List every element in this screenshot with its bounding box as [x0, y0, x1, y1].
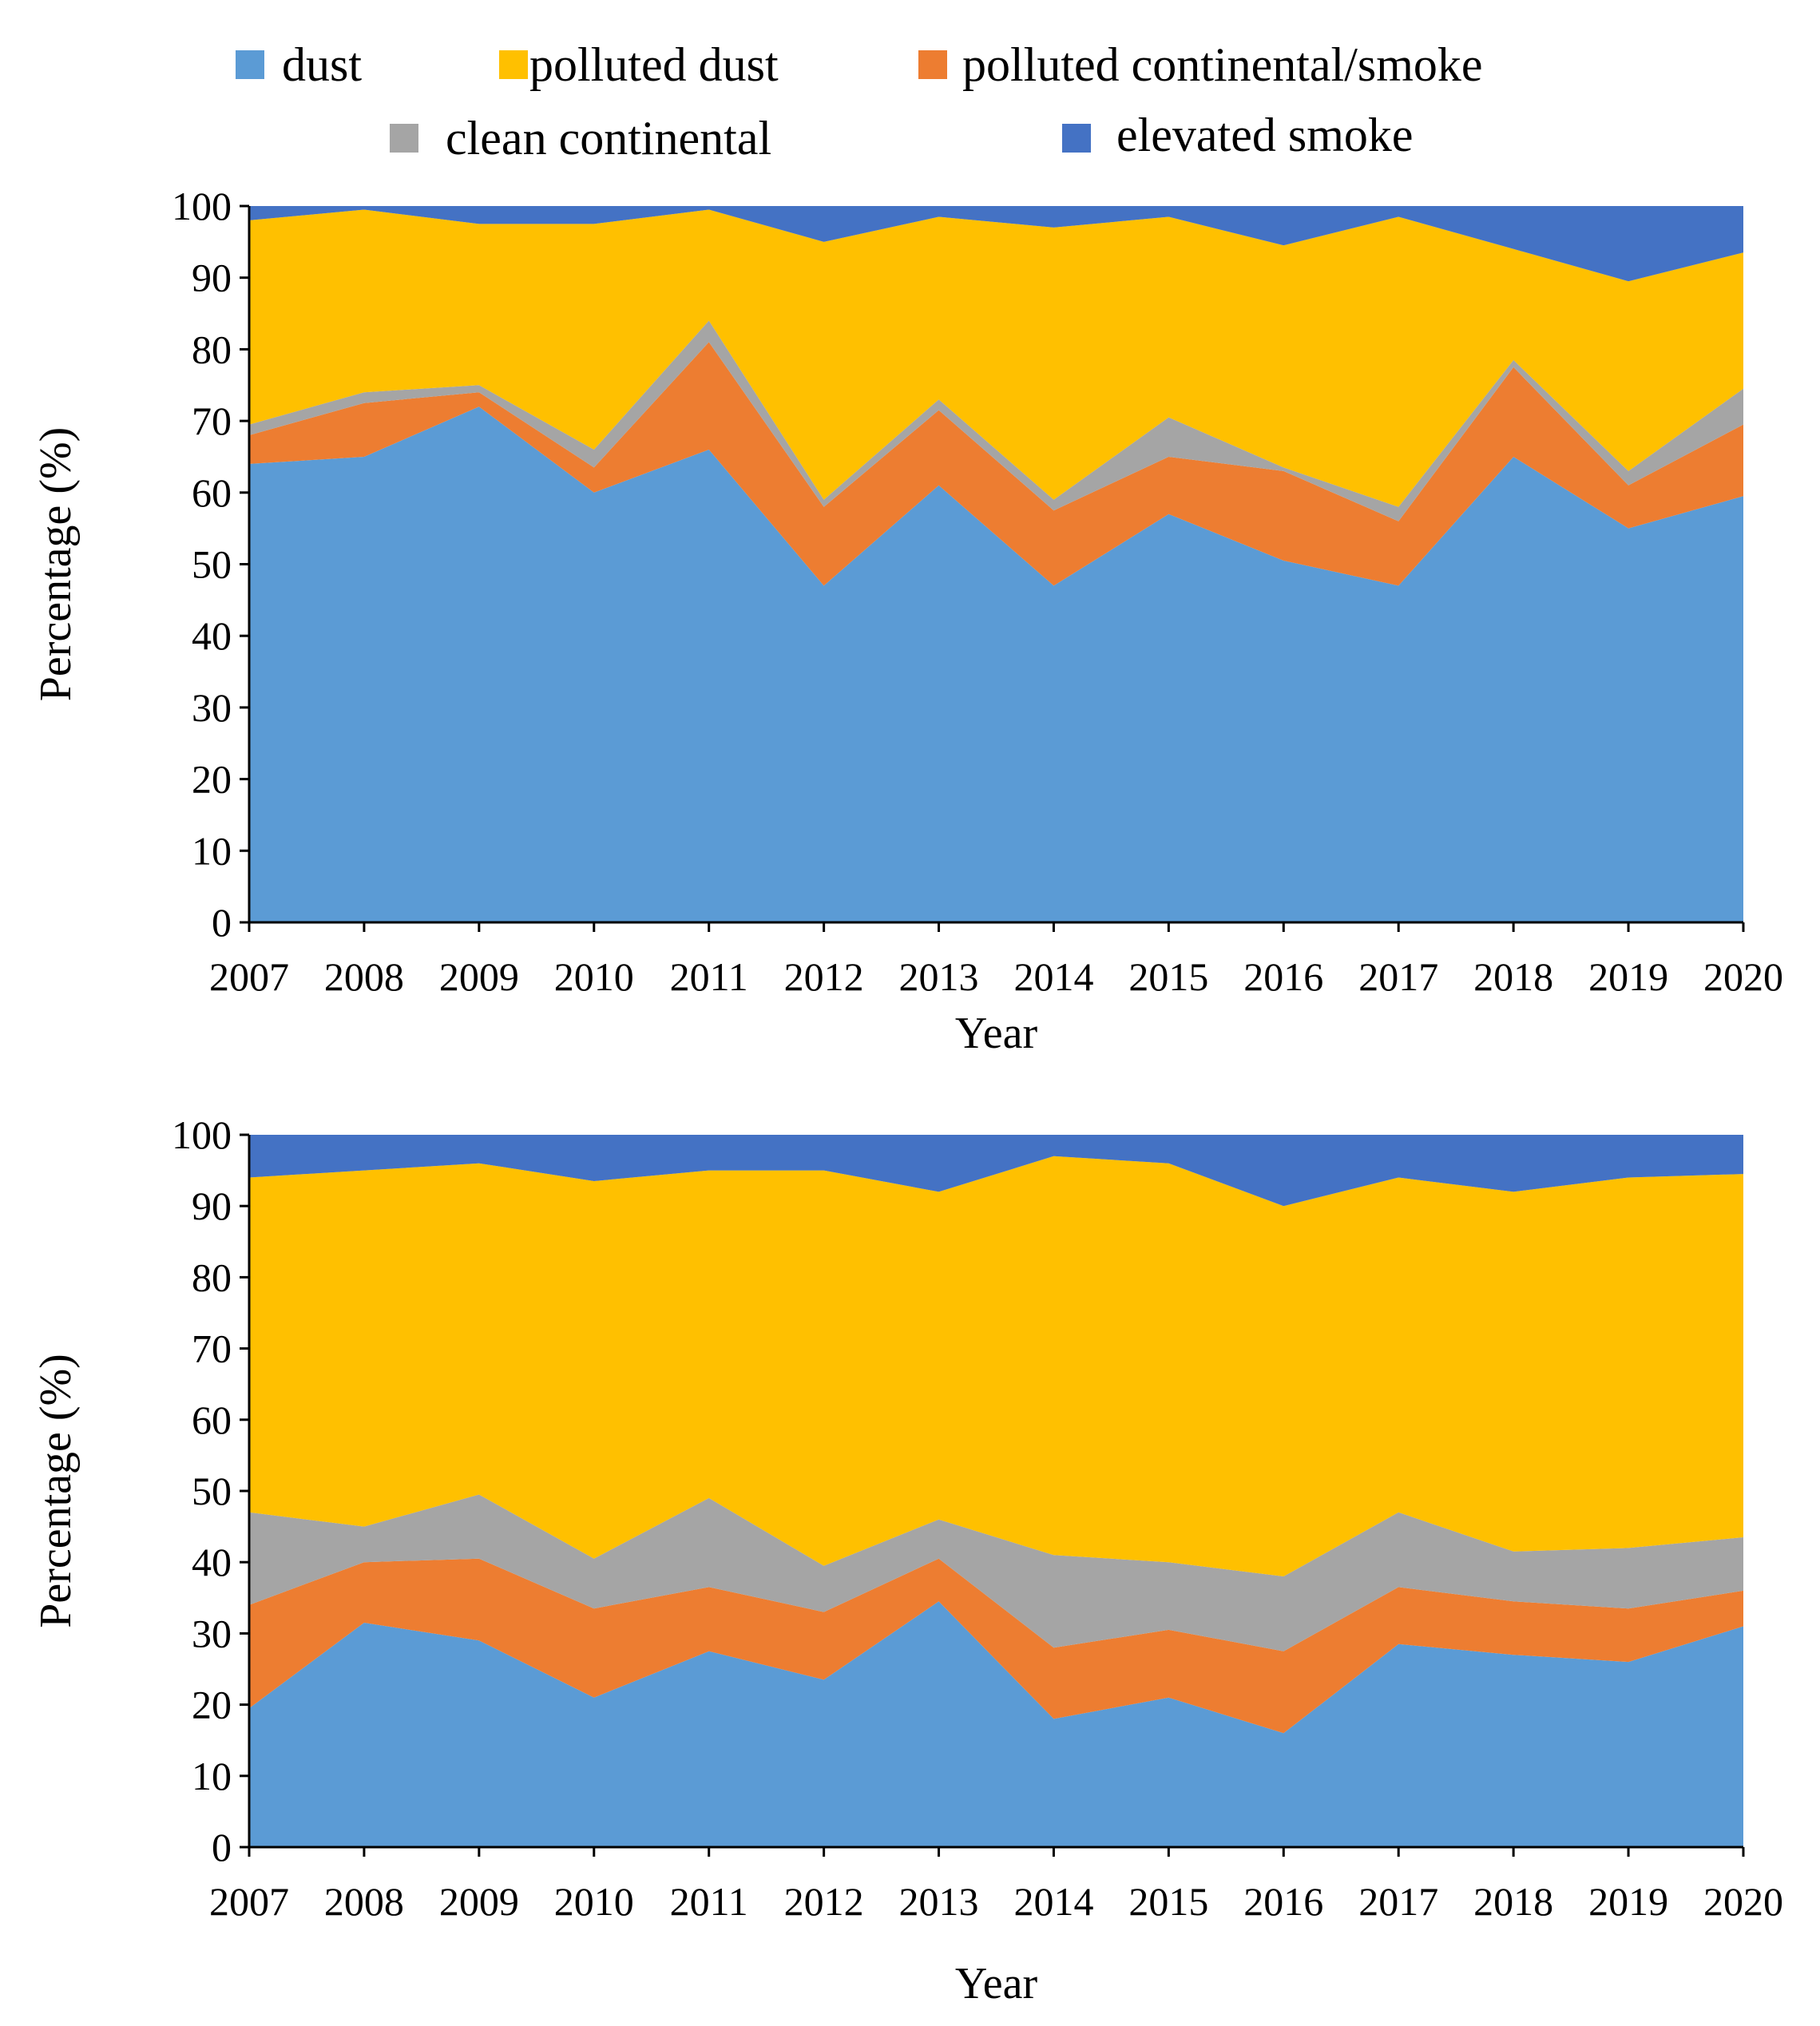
y-tick-label: 30: [192, 1611, 232, 1655]
x-tick-label: 2013: [899, 954, 979, 999]
x-tick-label: 2017: [1358, 1879, 1438, 1924]
legend-label-polluted-continental-smoke: polluted continental/smoke: [962, 38, 1483, 91]
y-tick-label: 20: [192, 757, 232, 802]
x-tick-label: 2018: [1473, 954, 1553, 999]
area-polluted-dust: [249, 1156, 1743, 1576]
y-tick-label: 80: [192, 327, 232, 371]
legend-label-clean-continental: clean continental: [446, 112, 771, 165]
y-tick-label: 10: [192, 1754, 232, 1798]
area-polluted-dust: [249, 209, 1743, 507]
x-tick-label: 2019: [1588, 1879, 1668, 1924]
chart-bottom: 0 10 20 30 40 50 60 70 80 90 100 2007 2008 2009 2010 20…: [31, 1112, 1783, 2008]
y-tick-label: 40: [192, 613, 232, 658]
x-tick-label: 2019: [1588, 954, 1668, 999]
x-tick-label: 2017: [1358, 954, 1438, 999]
x-tick-label: 2014: [1013, 954, 1093, 999]
x-tick-label: 2011: [670, 954, 748, 999]
legend-swatch-polluted-continental-smoke: [918, 50, 947, 79]
legend-swatch-dust: [236, 50, 264, 79]
x-tick-label: 2008: [324, 1879, 404, 1924]
y-tick-label: 70: [192, 398, 232, 443]
x-tick-label: 2011: [670, 1879, 748, 1924]
y-tick-label: 90: [192, 256, 232, 300]
x-tick-label: 2015: [1128, 1879, 1208, 1924]
y-tick-label: 10: [192, 828, 232, 873]
x-tick-label: 2018: [1473, 1879, 1553, 1924]
x-tick-label: 2007: [209, 1879, 289, 1924]
x-tick-label: 2016: [1243, 1879, 1323, 1924]
x-tick-label: 2010: [554, 954, 634, 999]
y-tick-label: 100: [172, 1112, 232, 1157]
x-tick-label: 2013: [899, 1879, 979, 1924]
y-tick-label: 0: [212, 900, 232, 945]
x-axis-title: Year: [955, 1959, 1038, 2008]
y-tick-label: 100: [172, 184, 232, 228]
area-elevated-smoke: [249, 1135, 1743, 1207]
legend: dust polluted dust polluted continental/…: [236, 38, 1483, 165]
y-tick-label: 0: [212, 1825, 232, 1869]
x-tick-label: 2014: [1013, 1879, 1093, 1924]
y-tick-label: 50: [192, 1469, 232, 1513]
x-tick-label: 2008: [324, 954, 404, 999]
area-dust: [249, 406, 1743, 922]
area-polluted-continental-smoke: [249, 342, 1743, 586]
x-tick-label: 2012: [784, 954, 864, 999]
legend-label-polluted-dust: polluted dust: [529, 38, 779, 91]
y-tick-label: 40: [192, 1540, 232, 1584]
x-axis-title: Year: [955, 1009, 1038, 1058]
y-tick-label: 20: [192, 1683, 232, 1727]
y-tick-label: 60: [192, 470, 232, 515]
y-axis-title: Percentage (%): [31, 427, 81, 702]
area-polluted-continental-smoke: [249, 1558, 1743, 1734]
chart-top: 0 10 20 30 40 50 60 70 80 90 100 2007 2008 2009 2010 20…: [31, 184, 1783, 1058]
y-tick-label: 90: [192, 1183, 232, 1228]
y-tick-label: 50: [192, 542, 232, 587]
y-axis-title: Percentage (%): [31, 1354, 81, 1628]
x-tick-label: 2007: [209, 954, 289, 999]
legend-label-elevated-smoke: elevated smoke: [1116, 109, 1414, 161]
x-tick-label: 2010: [554, 1879, 634, 1924]
x-tick-label: 2020: [1703, 1879, 1783, 1924]
x-tick-label: 2016: [1243, 954, 1323, 999]
area-dust: [249, 1601, 1743, 1847]
y-tick-label: 60: [192, 1398, 232, 1442]
legend-swatch-clean-continental: [390, 124, 418, 153]
area-clean-continental: [249, 1494, 1743, 1651]
x-tick-label: 2020: [1703, 954, 1783, 999]
y-tick-label: 30: [192, 685, 232, 730]
x-tick-label: 2015: [1128, 954, 1208, 999]
legend-swatch-elevated-smoke: [1062, 124, 1091, 153]
legend-label-dust: dust: [282, 38, 362, 91]
x-tick-label: 2009: [439, 1879, 519, 1924]
legend-swatch-polluted-dust: [499, 50, 528, 79]
y-tick-label: 70: [192, 1326, 232, 1371]
y-tick-label: 80: [192, 1255, 232, 1299]
x-tick-label: 2012: [784, 1879, 864, 1924]
x-tick-label: 2009: [439, 954, 519, 999]
area-elevated-smoke: [249, 206, 1743, 282]
